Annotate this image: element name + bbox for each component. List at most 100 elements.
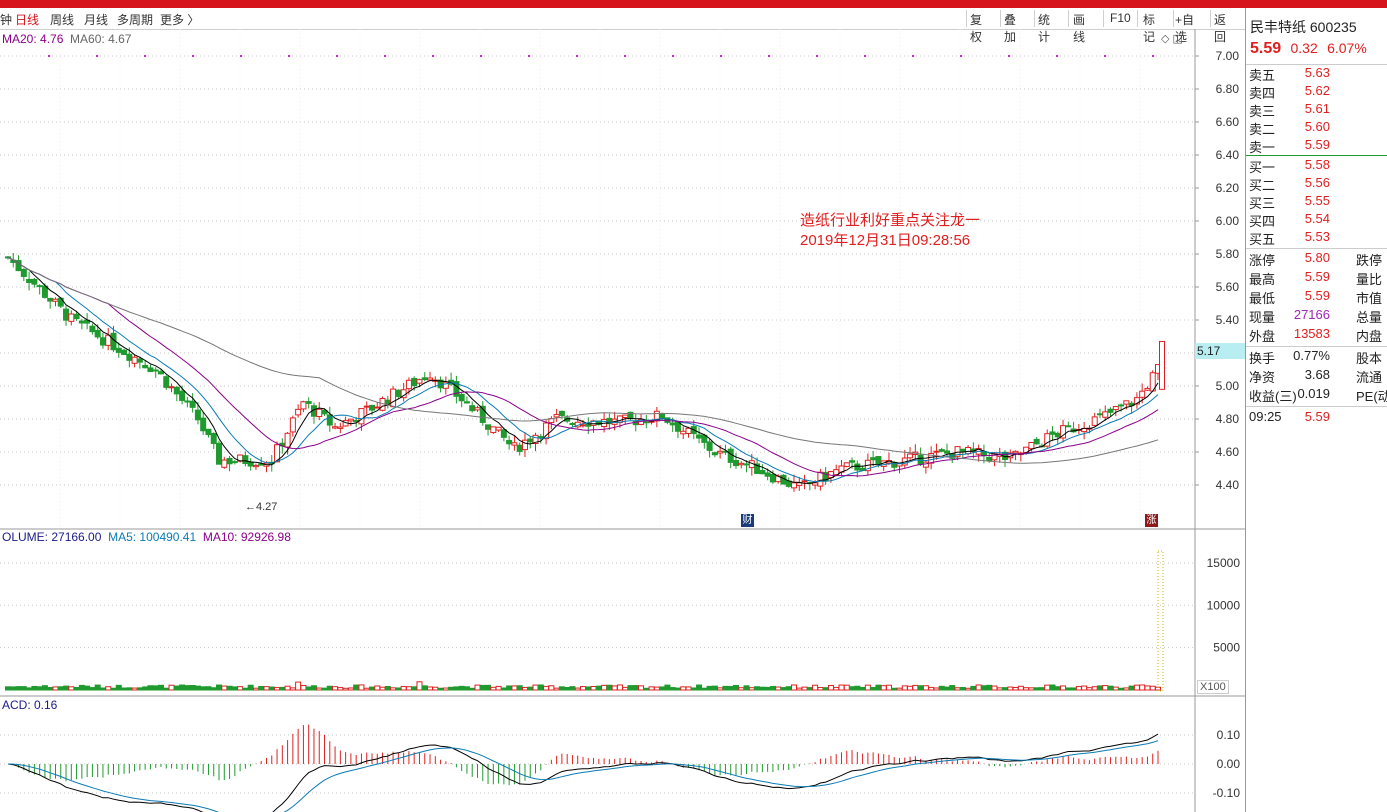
volume-bar: [553, 687, 560, 691]
candle-body: [89, 325, 96, 333]
price-tick-label: 6.80: [1216, 82, 1240, 96]
bid-label: 买三: [1249, 196, 1276, 211]
volume-bar: [611, 685, 618, 691]
overlay-button[interactable]: 叠加: [1004, 13, 1017, 44]
chart-option-icons[interactable]: ◇ ◫: [1161, 33, 1183, 45]
tab-weekly[interactable]: 周线: [50, 13, 75, 27]
volume-bar: [1002, 687, 1009, 691]
volume-bar: [89, 687, 96, 691]
candle-body: [47, 297, 54, 302]
price-tick-label: 6.60: [1216, 115, 1240, 129]
restore-rights-button[interactable]: 复权: [970, 13, 983, 44]
volume-bar: [1118, 687, 1125, 691]
candle-body: [168, 386, 175, 389]
event-dot: [1152, 55, 1154, 57]
macd-tick-label: 0.10: [1217, 728, 1241, 742]
candle-body: [754, 463, 761, 474]
volume-bar: [685, 686, 692, 691]
volume-bar: [485, 684, 492, 691]
volume-bar: [564, 686, 571, 691]
candle-body: [1159, 340, 1165, 390]
candle-body: [922, 461, 929, 468]
volume-bar: [996, 687, 1003, 691]
ask-label: 卖五: [1249, 68, 1276, 83]
volume-bar: [1091, 686, 1098, 691]
volume-bar: [78, 684, 85, 691]
statistics-button[interactable]: 统计: [1038, 13, 1051, 44]
candle-body: [580, 424, 586, 427]
candle-body: [131, 356, 138, 364]
candle-body: [569, 422, 576, 425]
event-dot: [96, 55, 98, 57]
bid-price: 5.56: [1304, 175, 1330, 190]
tab-daily[interactable]: 日线: [15, 13, 40, 27]
volume-bar: [374, 685, 381, 691]
tab-monthly[interactable]: 月线: [84, 13, 109, 27]
volume-bar: [300, 685, 307, 691]
ma5-line: [7, 256, 1159, 484]
volume-legend: OLUME: 27166.00 MA5: 100490.41 MA10: 929…: [2, 530, 291, 544]
tick-row: 09:25 5.59: [1249, 409, 1387, 427]
volume-bar: [711, 685, 718, 691]
stat-label-2: 量比: [1356, 272, 1383, 287]
price-tick-label: 6.20: [1216, 181, 1240, 195]
f10-button[interactable]: F10: [1110, 11, 1131, 25]
last-price: 5.59: [1250, 40, 1282, 57]
tab-multi-period[interactable]: 多周期: [117, 13, 154, 27]
volume-bar: [363, 687, 370, 691]
draw-line-button[interactable]: 画线: [1073, 13, 1086, 44]
tab-more[interactable]: 更多 〉: [160, 13, 200, 27]
limit-up-marker-icon[interactable]: 涨: [1145, 514, 1158, 527]
volume-bar: [390, 687, 397, 691]
stat-value: 13583: [1293, 326, 1330, 341]
candle-body: [1133, 397, 1140, 405]
volume-bar: [305, 686, 312, 691]
volume-bar: [41, 685, 48, 691]
bid-label: 买五: [1249, 232, 1276, 247]
candle-body: [543, 422, 550, 440]
volume-bar: [833, 686, 840, 691]
volume-bar: [173, 685, 180, 691]
volume-bar: [732, 685, 739, 691]
ask-price: 5.63: [1304, 65, 1330, 80]
candle-body: [1012, 450, 1019, 454]
volume-bar: [738, 687, 745, 691]
volume-bar: [727, 685, 734, 691]
candle-body: [485, 424, 492, 430]
candle-body: [115, 347, 122, 353]
kline-chart[interactable]: 7.006.806.606.406.206.005.805.605.405.20…: [0, 0, 1245, 812]
candle-body: [959, 448, 966, 452]
mark-button[interactable]: 标记: [1143, 13, 1156, 44]
ask-price: 5.59: [1304, 137, 1330, 152]
add-watchlist-button[interactable]: +自选: [1175, 13, 1195, 44]
volume-bar: [885, 684, 892, 691]
volume-bar: [10, 686, 17, 691]
volume-bar: [1102, 685, 1109, 691]
volume-bar: [1012, 686, 1019, 691]
candle-body: [305, 401, 312, 404]
finance-marker-icon[interactable]: 财: [741, 514, 754, 527]
candle-body: [685, 427, 692, 434]
candle-body: [622, 414, 629, 419]
volume-bar: [938, 685, 945, 691]
candle-body: [147, 367, 154, 373]
event-dot: [960, 55, 962, 57]
volume-bar: [986, 684, 993, 691]
volume-bar: [268, 686, 275, 691]
volume-bar: [416, 681, 423, 691]
candle-body: [680, 430, 687, 435]
volume-bar: [310, 685, 317, 691]
current-price-tag: 5.17: [1195, 343, 1245, 359]
volume-bar: [648, 686, 655, 691]
news-annotation[interactable]: 造纸行业利好重点关注龙一 2019年12月31日09:28:56: [800, 211, 980, 251]
volume-bar: [15, 686, 22, 691]
candle-body: [553, 414, 560, 418]
tab-minute[interactable]: 钟: [0, 13, 13, 27]
volume-bar: [1075, 686, 1082, 691]
volume-bar: [843, 684, 850, 691]
volume-bar: [479, 684, 486, 691]
candle-body: [231, 461, 238, 464]
back-button[interactable]: 返回: [1214, 13, 1227, 44]
price-tick-label: 4.60: [1216, 445, 1240, 459]
volume-bar: [891, 687, 898, 691]
